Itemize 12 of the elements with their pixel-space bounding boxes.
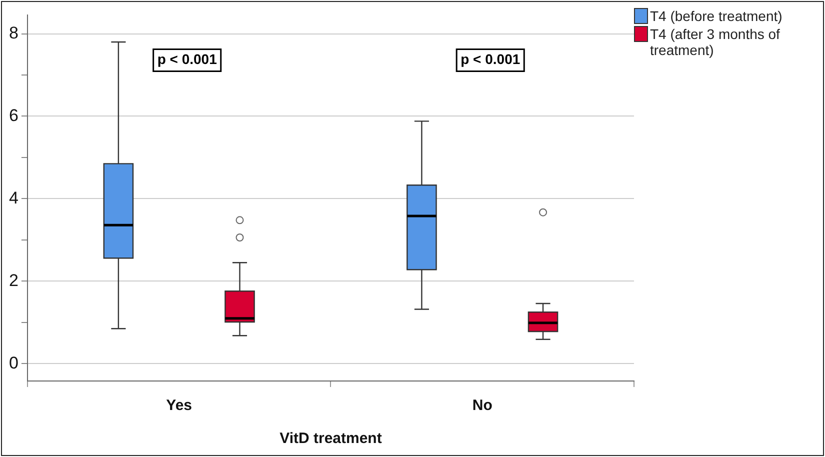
legend-label: T4 (after 3 months of treatment) (650, 26, 781, 58)
legend-label: T4 (before treatment) (650, 8, 782, 24)
y-tick-label: 0 (8, 353, 18, 372)
annotation: p < 0.001 (460, 51, 520, 68)
annotation: p < 0.001 (157, 51, 218, 68)
y-tick-label: 8 (8, 23, 18, 42)
x-axis-title: VitD treatment (280, 430, 382, 447)
y-tick-label: 6 (8, 106, 18, 125)
x-tick-label: Yes (166, 397, 192, 414)
y-tick-label: 2 (8, 270, 18, 290)
x-tick-label: No (472, 397, 492, 414)
y-tick-label: 4 (8, 188, 18, 208)
